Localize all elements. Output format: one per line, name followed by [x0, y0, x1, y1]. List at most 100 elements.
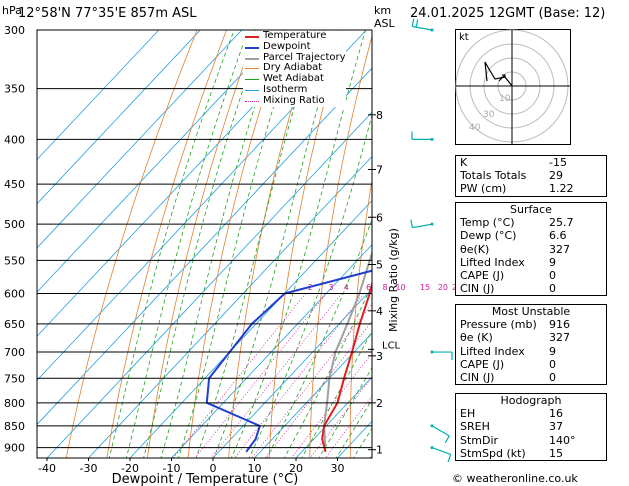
most-unstable-row: CAPE (J) 0	[456, 358, 606, 371]
wind-barb-feather	[410, 219, 413, 228]
dry-adiabat-line	[147, 30, 257, 458]
isotherm-line	[37, 30, 243, 249]
wind-barb-staff	[412, 223, 433, 229]
most-unstable-key: CIN (J)	[460, 370, 495, 384]
wet-adiabat-line	[108, 30, 235, 458]
legend-item-dewpoint: Dewpoint	[243, 40, 346, 53]
surface-key: Temp (°C)	[460, 216, 515, 230]
hodograph-row: EH 16	[456, 407, 606, 420]
most-unstable-title: Most Unstable	[491, 305, 571, 318]
legend-swatch	[245, 68, 259, 70]
wind-barb-dot	[430, 222, 434, 226]
wind-barb-dot	[430, 28, 434, 32]
mixing-ratio-axis-label: Mixing Ratio (g/kg)	[387, 228, 400, 332]
km-unit-label: km	[374, 4, 392, 17]
km-tick-label: 5	[376, 259, 383, 272]
plot-area	[37, 30, 372, 458]
mixing-ratio-label: 2	[308, 283, 313, 292]
pressure-tick-label: 300	[4, 24, 25, 37]
mixing-ratio-label: 6	[366, 283, 371, 292]
pressure-tick-label: 700	[4, 346, 25, 359]
datetime-title: 24.01.2025 12GMT (Base: 12)	[410, 6, 606, 21]
most-unstable-key: θe (K)	[460, 331, 493, 345]
index-value: 29	[549, 169, 563, 183]
mixing-ratio-label: 20	[438, 283, 448, 292]
km-tick-label: 2	[376, 397, 383, 410]
wind-barb-staff	[431, 425, 450, 437]
legend-label: Wet Adiabat	[263, 73, 324, 85]
dry-adiabat-line	[268, 30, 345, 458]
most-unstable-row: θe (K) 327	[456, 331, 606, 344]
legend-swatch	[245, 36, 259, 38]
hodograph-ring-label: 40	[469, 123, 481, 133]
km-tick-label: 7	[376, 163, 383, 176]
hodograph-trace	[484, 61, 513, 87]
isotherm-line	[88, 155, 372, 458]
hodograph-value: 140°	[549, 433, 576, 447]
pressure-tick-label: 750	[4, 372, 25, 385]
x-tick-label: -10	[163, 462, 181, 475]
wind-barb	[411, 131, 434, 141]
wind-barb-feather	[411, 18, 415, 27]
pressure-tick-label: 350	[4, 83, 25, 96]
x-tick-label: -20	[121, 462, 139, 475]
pressure-unit-label: hPa	[2, 4, 22, 17]
km-tick-label: 6	[376, 211, 383, 224]
location-title: 12°58'N 77°35'E 857m ASL	[18, 6, 197, 21]
mixing-ratio-line	[309, 376, 372, 458]
wind-barb	[430, 424, 450, 444]
legend-item-mixing-ratio: Mixing Ratio	[243, 95, 346, 107]
surface-row: CAPE (J) 0	[456, 269, 606, 282]
wet-adiabat-line	[195, 30, 319, 458]
surface-key: Dewp (°C)	[460, 229, 517, 243]
wind-barb-dot	[430, 424, 434, 428]
index-key: Totals Totals	[460, 169, 527, 183]
wind-barb-feather	[444, 435, 450, 444]
most-unstable-row: Lifted Index 9	[456, 345, 606, 358]
hodograph-row: StmSpd (kt) 15	[456, 447, 606, 460]
wet-adiabat-line	[178, 30, 299, 458]
pressure-tick-label: 800	[4, 397, 25, 410]
legend-label: Dewpoint	[263, 40, 311, 52]
wet-adiabat-line	[160, 30, 281, 458]
lcl-label: LCL	[382, 340, 401, 351]
mixing-ratio-line	[194, 293, 327, 458]
wet-adiabat-line	[230, 30, 366, 458]
hodograph-key: StmDir	[460, 433, 499, 447]
hodograph-row: StmDir 140°	[456, 434, 606, 447]
mixing-ratio-line	[251, 303, 372, 458]
x-tick-label: 10	[248, 462, 262, 475]
most-unstable-key: Pressure (mb)	[460, 318, 537, 332]
wet-adiabat-line	[143, 30, 265, 458]
x-tick-label: 30	[331, 462, 345, 475]
mixing-ratio-label: 15	[420, 283, 430, 292]
mixing-ratio-label: 3	[329, 283, 334, 292]
most-unstable-key: Lifted Index	[460, 344, 525, 358]
most-unstable-row: CIN (J) 0	[456, 371, 606, 384]
dewpoint-line	[205, 269, 372, 453]
surface-value: 0	[549, 268, 556, 282]
isotherm-line	[295, 376, 372, 458]
dry-adiabat-line	[309, 34, 372, 458]
dry-adiabat-line	[106, 30, 227, 458]
most-unstable-value: 9	[549, 344, 556, 358]
legend-item-temperature: Temperature	[243, 30, 346, 42]
most-unstable-row: Pressure (mb) 916	[456, 318, 606, 331]
most-unstable-value: 0	[549, 357, 556, 371]
hodograph-value: 16	[549, 407, 563, 421]
surface-title: Surface	[510, 203, 552, 216]
wet-adiabat-line	[283, 284, 372, 458]
isotherm-line	[37, 30, 284, 293]
surface-row: θe(K) 327	[456, 243, 606, 256]
surface-value: 9	[549, 255, 556, 269]
legend-swatch	[245, 46, 259, 49]
surface-key: Lifted Index	[460, 255, 525, 269]
index-row: PW (cm) 1.22	[456, 182, 606, 195]
hodograph-stats-panel: Hodograph EH 16 SREH 37 StmDir 140° StmSpd …	[455, 393, 607, 461]
wind-barb-dot	[430, 350, 434, 354]
surface-value: 0	[549, 282, 556, 296]
km-tick-label: 3	[376, 350, 383, 363]
pressure-tick-label: 650	[4, 318, 25, 331]
wind-barb	[430, 446, 452, 463]
